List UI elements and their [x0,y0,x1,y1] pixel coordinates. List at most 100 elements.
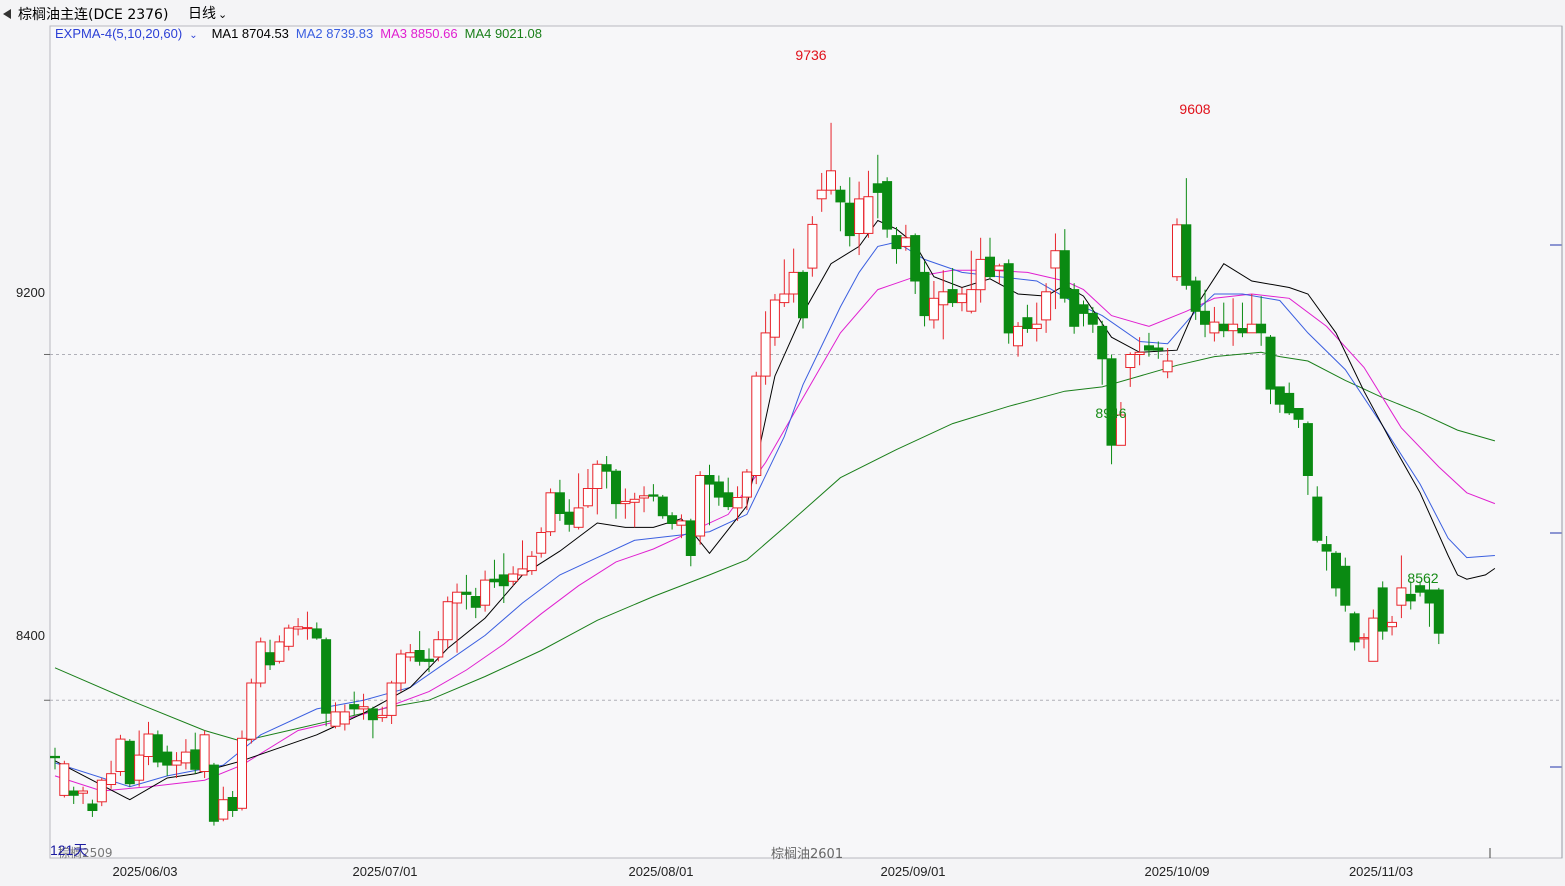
candle-body [87,803,98,811]
candle-body [1331,552,1341,589]
candle-body [106,773,117,786]
candle-body [1069,289,1080,327]
candle-body [442,601,453,641]
candle-body [1415,585,1426,593]
candle-body [461,591,472,595]
candle-up [274,635,285,664]
candle-down [1059,229,1070,303]
candle-body [536,532,547,554]
candle-down [1302,421,1313,495]
candle-down [835,185,846,232]
candle-body [1424,589,1435,604]
candle-down [424,648,434,673]
candle-body [265,652,275,666]
candle-body [1256,323,1267,334]
candle-down [367,706,378,739]
candle-body [96,779,107,803]
candle-body [1050,250,1061,269]
candle-body [246,682,257,740]
candle-body [863,196,874,234]
indicator-bar: EXPMA-4(5,10,20,60) ⌄ MA1 8704.53 MA2 8739.… [55,26,549,41]
chart-header: 棕榈油主连(DCE 2376) 日线 ⌄ [0,0,1565,26]
candle-up [395,649,406,692]
candle-down [564,499,575,532]
candle-up [1368,609,1379,662]
candle-body [162,751,173,766]
candle-down [1284,382,1295,415]
candle-up [1115,402,1126,446]
x-tick-label-3: 2025/08/01 [628,864,694,879]
candle-down [910,233,921,294]
candle-down [1190,276,1201,320]
candle-up [526,551,537,575]
candle-body [704,475,715,485]
candle-body [143,733,154,757]
candle-up [386,680,397,725]
y-tick-label-8400: 8400 [16,628,45,643]
candle-body [199,734,210,772]
candle-body [1144,345,1154,351]
candle-body [620,500,631,505]
candle-body [713,481,724,498]
candle-down [1265,335,1276,405]
candle-down [152,730,163,768]
candle-up [1209,306,1220,342]
candle-down [685,518,696,567]
period-dropdown[interactable]: 日线 ⌄ [188,3,227,23]
candle-body [489,578,500,583]
collapse-arrow-icon[interactable] [3,9,11,19]
candle-down [1349,611,1360,651]
candle-body [1265,336,1276,390]
period-label: 日线 [188,6,216,22]
candle-up [433,631,444,662]
candle-body [545,492,556,533]
candle-up [134,730,145,787]
candle-body [657,496,668,517]
candle-body [480,579,491,606]
candle-body [50,755,60,759]
candle-down [414,631,425,666]
candle-body [1433,589,1444,634]
candle-body [358,706,369,710]
candle-body [639,495,649,499]
candle-body [433,639,444,658]
x-tick-label-4: 2025/09/01 [880,864,946,879]
candle-body [1405,593,1416,602]
candle-body [938,291,949,306]
candle-up [1134,337,1145,366]
candle-up [59,760,70,798]
candle-down [311,622,322,640]
candle-down [461,574,472,610]
candle-body [424,658,434,662]
peak-high-label: 9736 [795,47,827,63]
candle-body [395,653,406,684]
ma2-line [54,241,1495,788]
candle-body [788,271,799,295]
candle-up [237,730,247,811]
candle-body [723,492,734,508]
candle-down [882,177,893,238]
candle-up [545,488,556,537]
trough-low-label: 8946 [1095,405,1127,421]
candle-down [1293,408,1304,428]
gridlines [44,353,1562,701]
candle-up [582,469,593,508]
candle-body [826,170,836,191]
candle-body [582,488,593,507]
candle-up [517,540,528,576]
candle-body [1209,321,1220,334]
candle-down [704,464,715,526]
candle-down [667,512,678,530]
candle-up [826,122,836,195]
ma4-value: MA4 9021.08 [464,26,542,41]
indicator-selector[interactable]: EXPMA-4(5,10,20,60) ⌄ [55,26,205,41]
candle-body [377,714,388,719]
candle-up [751,371,762,485]
candle-body [741,471,752,498]
symbol-title[interactable]: 棕榈油主连(DCE 2376) [18,7,169,23]
ma1-value: MA1 8704.53 [211,26,289,41]
candle-body [386,682,397,716]
candle-body [321,639,332,714]
candle-down [1405,581,1416,610]
